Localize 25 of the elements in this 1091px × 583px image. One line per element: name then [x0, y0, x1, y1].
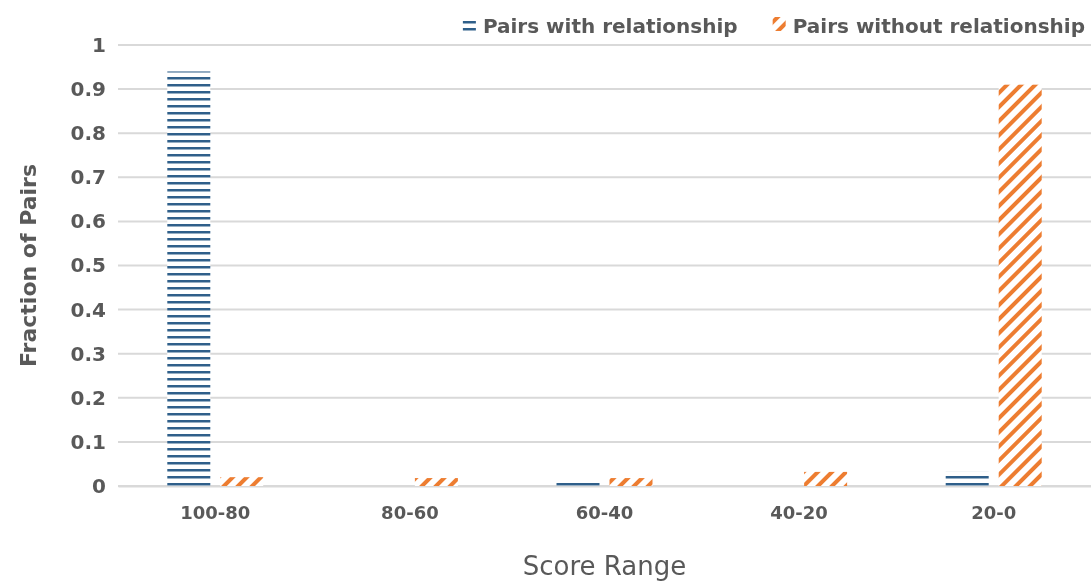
- x-tick-label: 40-20: [770, 501, 828, 523]
- x-tick-label: 80-60: [381, 501, 439, 523]
- y-tick-label: 0.3: [70, 341, 106, 366]
- x-tick-label: 100-80: [180, 501, 251, 523]
- y-tick-label: 0: [92, 473, 106, 498]
- bar: [220, 477, 264, 486]
- y-tick-label: 0.2: [70, 385, 106, 410]
- bar: [804, 471, 848, 486]
- bar: [609, 478, 653, 486]
- y-tick-label: 0.5: [70, 253, 106, 278]
- y-tick-label: 0.8: [70, 121, 106, 146]
- y-tick-label: 0.1: [70, 429, 106, 454]
- bar: [998, 84, 1042, 486]
- y-tick-label: 0.7: [70, 165, 106, 190]
- legend-label: Pairs with relationship: [482, 14, 738, 38]
- y-tick-label: 0.4: [70, 297, 106, 322]
- legend-label: Pairs without relationship: [792, 14, 1085, 38]
- y-tick-label: 1: [92, 32, 106, 57]
- y-tick-label: 0.6: [70, 209, 106, 234]
- x-tick-label: 60-40: [575, 501, 634, 523]
- x-axis-title: Score Range: [522, 551, 687, 581]
- x-tick-label: 20-0: [971, 501, 1017, 523]
- bar: [414, 478, 458, 486]
- y-axis-title: Fraction of Pairs: [16, 163, 41, 368]
- y-tick-label: 0.9: [70, 77, 106, 101]
